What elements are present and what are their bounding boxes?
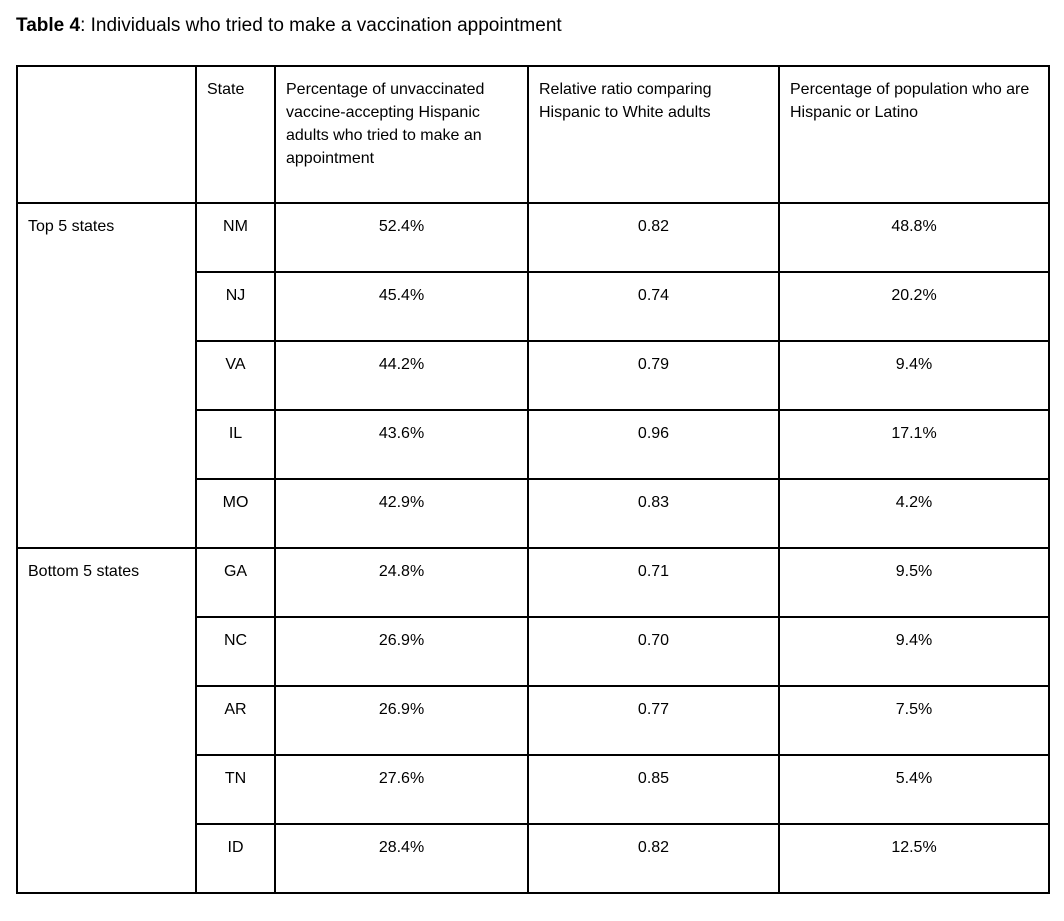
state-cell: NC [195, 616, 276, 687]
state-cell: IL [195, 409, 276, 480]
state-cell: TN [195, 754, 276, 825]
relative-ratio-cell: 0.82 [527, 202, 780, 273]
table-row: Bottom 5 states GA 24.8% 0.71 9.5% [16, 547, 1050, 894]
table-row: NC 26.9% 0.70 9.4% [17, 616, 1050, 687]
table-row: MO 42.9% 0.83 4.2% [17, 478, 1050, 549]
table-row: NJ 45.4% 0.74 20.2% [17, 271, 1050, 342]
table-row: TN 27.6% 0.85 5.4% [17, 754, 1050, 825]
state-cell: MO [195, 478, 276, 549]
pct-tried-cell: 24.8% [274, 547, 529, 618]
pct-tried-cell: 44.2% [274, 340, 529, 411]
relative-ratio-cell: 0.74 [527, 271, 780, 342]
table-row: ID 28.4% 0.82 12.5% [17, 823, 1050, 894]
vaccination-appointment-table: State Percentage of unvaccinated vaccine… [16, 65, 1050, 894]
header-relative-ratio-cell: Relative ratio comparing Hispanic to Whi… [527, 65, 780, 204]
table-row: AR 26.9% 0.77 7.5% [17, 685, 1050, 756]
table-row: VA 44.2% 0.79 9.4% [17, 340, 1050, 411]
table-caption: Table 4: Individuals who tried to make a… [16, 14, 1048, 38]
pct-hispanic-cell: 9.4% [778, 616, 1050, 687]
state-cell: ID [195, 823, 276, 894]
relative-ratio-cell: 0.82 [527, 823, 780, 894]
relative-ratio-cell: 0.96 [527, 409, 780, 480]
state-cell: AR [195, 685, 276, 756]
relative-ratio-cell: 0.83 [527, 478, 780, 549]
pct-hispanic-cell: 9.4% [778, 340, 1050, 411]
pct-tried-cell: 43.6% [274, 409, 529, 480]
table-caption-text: : Individuals who tried to make a vaccin… [80, 15, 562, 36]
pct-hispanic-cell: 9.5% [778, 547, 1050, 618]
pct-tried-cell: 52.4% [274, 202, 529, 273]
pct-tried-cell: 28.4% [274, 823, 529, 894]
table-caption-label: Table 4 [16, 15, 81, 36]
header-row: State Percentage of unvaccinated vaccine… [16, 65, 1050, 204]
pct-tried-cell: 27.6% [274, 754, 529, 825]
relative-ratio-cell: 0.85 [527, 754, 780, 825]
pct-tried-cell: 45.4% [274, 271, 529, 342]
pct-tried-cell: 26.9% [274, 616, 529, 687]
state-cell: NM [195, 202, 276, 273]
pct-hispanic-cell: 5.4% [778, 754, 1050, 825]
header-group-cell [16, 65, 197, 204]
relative-ratio-cell: 0.71 [527, 547, 780, 618]
group-label-top5: Top 5 states [16, 202, 197, 549]
table-row: Top 5 states NM 52.4% 0.82 48.8% [16, 202, 1050, 549]
header-pct-hispanic-cell: Percentage of population who are Hispani… [778, 65, 1050, 204]
table-row: IL 43.6% 0.96 17.1% [17, 409, 1050, 480]
state-cell: GA [195, 547, 276, 618]
pct-hispanic-cell: 17.1% [778, 409, 1050, 480]
pct-hispanic-cell: 48.8% [778, 202, 1050, 273]
relative-ratio-cell: 0.70 [527, 616, 780, 687]
pct-hispanic-cell: 20.2% [778, 271, 1050, 342]
state-cell: NJ [195, 271, 276, 342]
pct-hispanic-cell: 7.5% [778, 685, 1050, 756]
pct-tried-cell: 26.9% [274, 685, 529, 756]
pct-hispanic-cell: 12.5% [778, 823, 1050, 894]
header-pct-tried-cell: Percentage of unvaccinated vaccine-accep… [274, 65, 529, 204]
group-label-bottom5: Bottom 5 states [16, 547, 197, 894]
pct-tried-cell: 42.9% [274, 478, 529, 549]
state-cell: VA [195, 340, 276, 411]
pct-hispanic-cell: 4.2% [778, 478, 1050, 549]
relative-ratio-cell: 0.79 [527, 340, 780, 411]
relative-ratio-cell: 0.77 [527, 685, 780, 756]
header-state-cell: State [195, 65, 276, 204]
